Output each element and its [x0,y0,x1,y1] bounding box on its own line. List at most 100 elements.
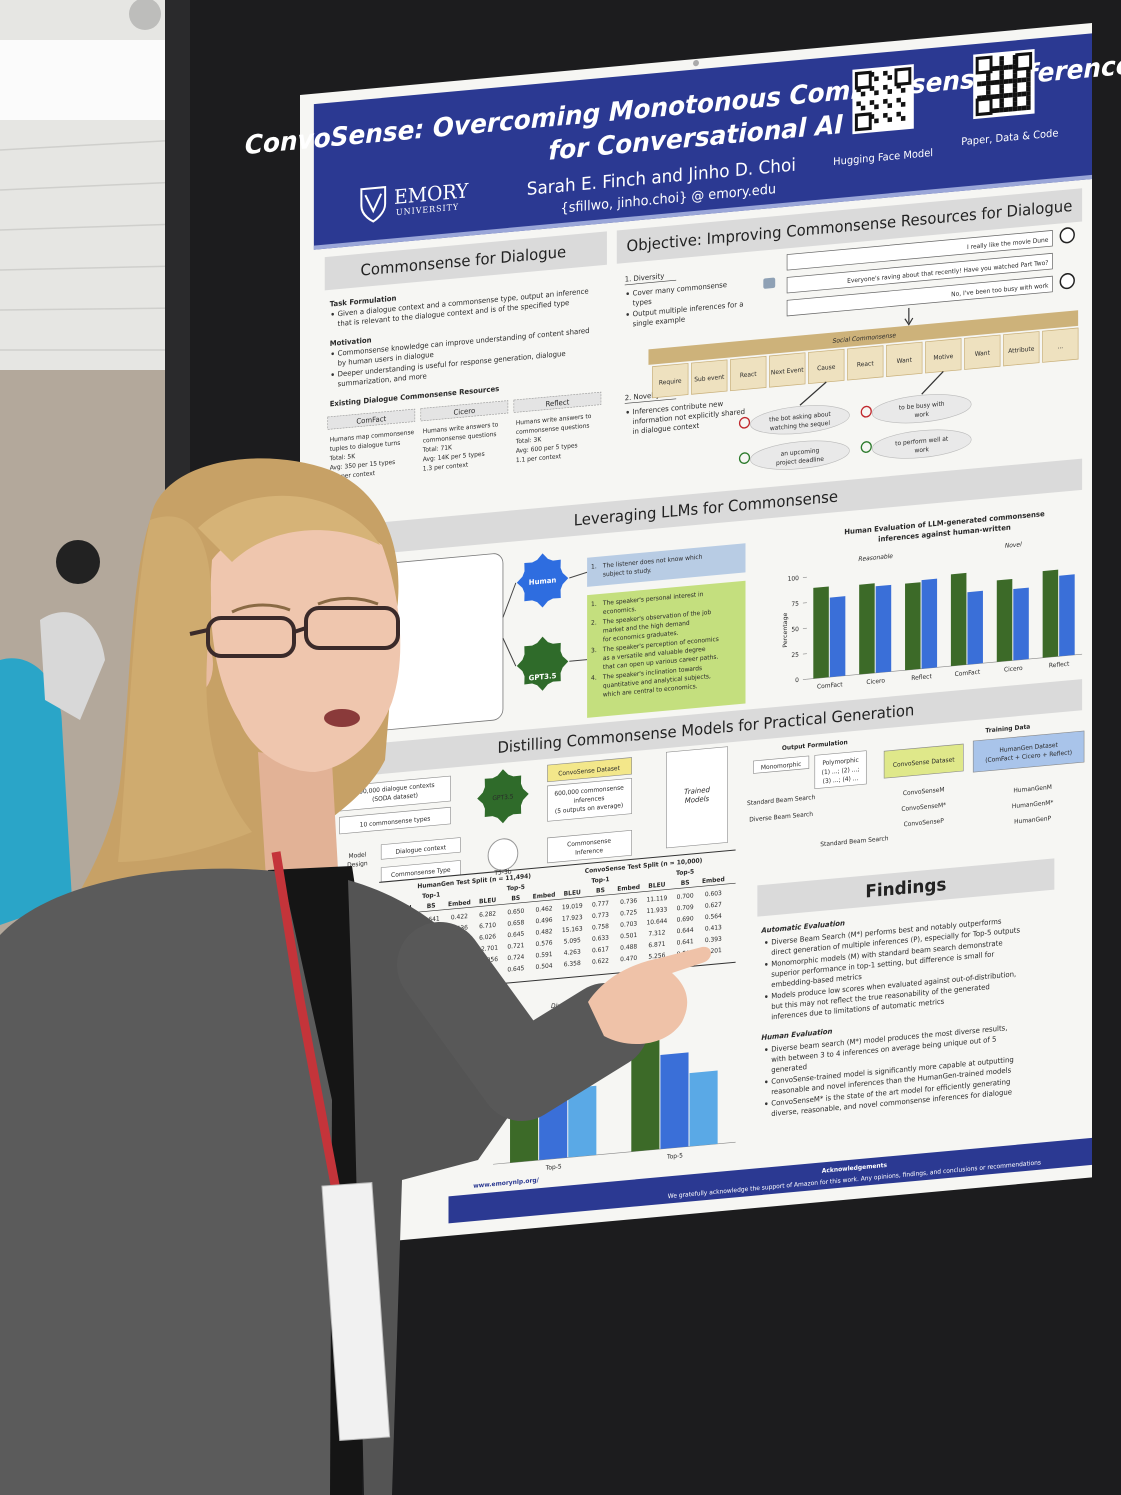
type-box [886,341,923,377]
bar [875,584,892,673]
qr-finder [854,70,872,90]
x-tick-label: Cicero [866,677,885,686]
table-cell: 0.633 [592,934,609,943]
hair-side [118,516,252,862]
bar [950,572,967,667]
qr-module [977,81,982,87]
qr-module [874,76,879,82]
table-cell: 0.576 [536,939,553,948]
table-cell: 0.617 [592,946,609,955]
item-number: 1. [591,563,597,571]
ceiling-tile-line [0,181,181,191]
ceiling-tile-line [0,265,181,271]
qr-module [999,79,1004,85]
type-box [730,355,767,392]
arrow [904,307,914,326]
presenter [0,458,711,1495]
speaker-avatar [1059,272,1075,290]
qr-module [1017,77,1022,83]
type-label: Sub event [694,374,725,384]
table-cell: 0.724 [507,953,524,962]
qr-module [1026,105,1031,111]
table-cell: 0.650 [507,908,524,917]
flow-box [339,806,451,835]
x-tick-label: Cicero [1004,665,1023,674]
flow-label: ConvoSenseP [904,818,944,829]
flow-box [666,746,728,849]
ceiling-vent [129,0,161,30]
qr-module [1017,105,1022,111]
x-tick-label: Reflect [1049,661,1070,670]
bullet [765,1048,768,1052]
qr-finder [975,97,993,117]
item-number: 3. [591,647,597,655]
bullet [765,995,768,998]
section-heading-bar [324,679,1083,780]
qr-module [1026,76,1031,83]
flow-box [547,829,632,864]
bullet [765,963,768,966]
resource-line: 1.3 per context [423,461,469,472]
table-cell: 0.641 [423,915,440,924]
check-icon [738,452,751,465]
table-header: BLEU [564,889,581,898]
x-axis [806,653,1083,680]
check-icon [860,441,872,453]
y-tick-label: 50 [791,626,799,634]
dialogue-bubble [786,252,1053,294]
table-header: Embed [702,876,725,885]
connector [502,571,588,667]
ceiling-tile-line [0,223,181,231]
table-header: BS [511,895,520,903]
table-rule [379,849,736,883]
section-heading-bar [616,188,1083,264]
bar [1013,587,1029,661]
table-cell: 0.725 [620,909,637,918]
qr-module [1003,107,1009,113]
qr-module [981,80,987,87]
resource-line: 1.1 per context [516,453,562,464]
table-cell: 0.627 [705,901,722,910]
type-box [1042,327,1079,363]
table-header: BLEU [648,881,665,890]
inference-text: work [915,411,930,420]
flow-box [547,777,632,822]
qr-module [860,105,866,111]
qr-module [1021,77,1027,83]
qr-module [883,84,888,90]
bar [905,582,921,671]
table-cell: 5.256 [648,952,665,961]
dialogue-bubble [786,230,1053,271]
output-line: economics. [603,606,637,616]
table-cell: 0.201 [705,947,722,956]
resource-line: Total: 5K [329,453,356,463]
table-cell: 12.701 [477,944,498,953]
table-cell: 0.709 [677,904,694,913]
type-label: React [857,360,874,369]
qr-module [1026,95,1031,101]
item-number: 4. [591,674,597,682]
type-label: ... [1057,343,1063,351]
glasses-arm [189,628,209,636]
arrow [799,381,827,406]
qr-module [994,107,1000,113]
qr-module [1026,72,1031,78]
qr-module [874,90,879,96]
table-cell: 0.462 [536,905,553,914]
agent-label: Human [529,575,557,587]
type-label: Want [897,357,913,366]
table-header: Embed [533,891,556,900]
qr-module [1003,64,1009,71]
lanyard [271,851,341,1191]
table-cell: 6.358 [564,960,581,969]
type-box [847,345,884,381]
bar [921,578,938,669]
table-cell: 0.736 [620,897,637,906]
table-cell: 0.488 [620,943,637,952]
table-header: BS [681,879,690,887]
type-box [964,334,1001,370]
qr-module [994,65,1000,71]
point-underline [624,398,677,404]
type-label: React [740,371,757,380]
qr-module [856,101,861,107]
